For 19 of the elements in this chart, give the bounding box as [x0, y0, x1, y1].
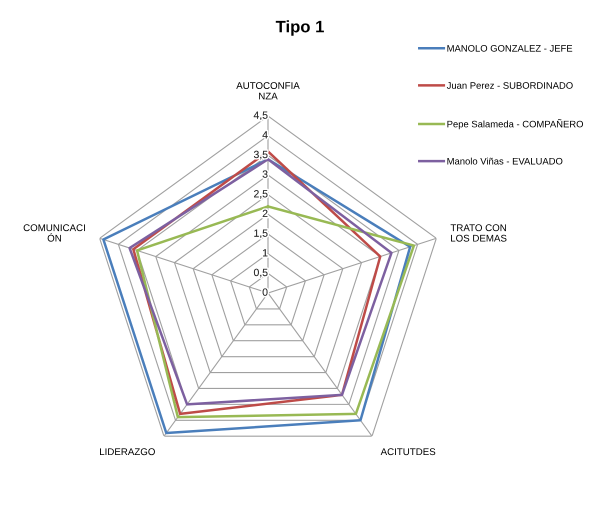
y-tick-label: 1,5	[254, 230, 268, 238]
y-tick-label: 1	[263, 249, 268, 256]
spoke-label: TRATO CON LOS DEMAS	[450, 224, 506, 242]
spoke-label: LIDERAZGO	[100, 448, 155, 456]
y-tick-label: 0,5	[254, 268, 268, 278]
y-tick-label: 2	[262, 210, 268, 218]
chart-title: Tipo 1	[276, 20, 324, 36]
legend-label: Juan Perez - SUBORDINADO	[446, 82, 573, 89]
spoke-label: AUTOCONFIA NZA	[236, 82, 300, 100]
legend-label: Manolo Viñas - EVALUADO	[447, 158, 562, 165]
spoke-label: ACITUTDES	[380, 448, 436, 456]
legend-label: Pepe Salameda - COMPAÑERO	[447, 119, 584, 130]
y-tick-label: 4	[262, 131, 268, 138]
spoke-label: COMUNICACI ÓN	[24, 224, 85, 242]
y-tick-label: 2,5	[254, 190, 268, 199]
legend-label: MANOLO GONZALEZ - JEFE	[447, 45, 572, 52]
y-tick-label: 4,5	[254, 112, 268, 120]
y-tick-label: 3	[262, 170, 268, 178]
y-tick-label: 0	[262, 288, 268, 296]
